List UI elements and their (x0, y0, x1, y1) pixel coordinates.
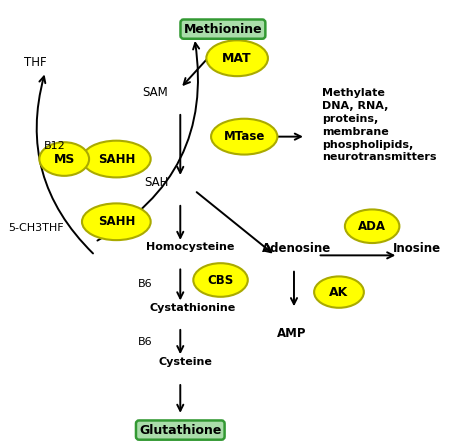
Text: Glutathione: Glutathione (139, 423, 221, 437)
Text: AK: AK (329, 285, 348, 299)
Text: B6: B6 (137, 337, 152, 347)
Ellipse shape (39, 142, 89, 176)
Text: 5-CH3THF: 5-CH3THF (8, 224, 64, 233)
Text: SAHH: SAHH (98, 215, 135, 228)
Text: Inosine: Inosine (393, 242, 441, 255)
Ellipse shape (345, 210, 400, 243)
Text: SAHH: SAHH (98, 152, 135, 166)
Ellipse shape (82, 141, 151, 177)
Text: MS: MS (54, 152, 75, 166)
Text: Cysteine: Cysteine (158, 357, 212, 366)
Ellipse shape (82, 203, 151, 240)
Text: Cystathionine: Cystathionine (149, 303, 235, 313)
Text: B6: B6 (137, 280, 152, 289)
Text: AMP: AMP (277, 327, 306, 340)
Text: Homocysteine: Homocysteine (146, 242, 234, 252)
Text: CBS: CBS (208, 273, 234, 287)
Text: Adenosine: Adenosine (262, 242, 331, 255)
Text: THF: THF (25, 56, 47, 69)
Ellipse shape (206, 40, 268, 76)
Ellipse shape (211, 119, 277, 155)
Text: MAT: MAT (222, 52, 252, 65)
Text: ADA: ADA (358, 220, 386, 233)
Text: Methionine: Methionine (183, 22, 262, 36)
Text: MTase: MTase (224, 130, 265, 143)
Text: SAH: SAH (144, 176, 168, 189)
Text: Methylate
DNA, RNA,
proteins,
membrane
phospholipids,
neurotransmitters: Methylate DNA, RNA, proteins, membrane p… (322, 88, 437, 163)
Text: B12: B12 (44, 141, 65, 151)
Text: SAM: SAM (143, 86, 168, 99)
Ellipse shape (314, 276, 364, 308)
Ellipse shape (193, 263, 248, 297)
